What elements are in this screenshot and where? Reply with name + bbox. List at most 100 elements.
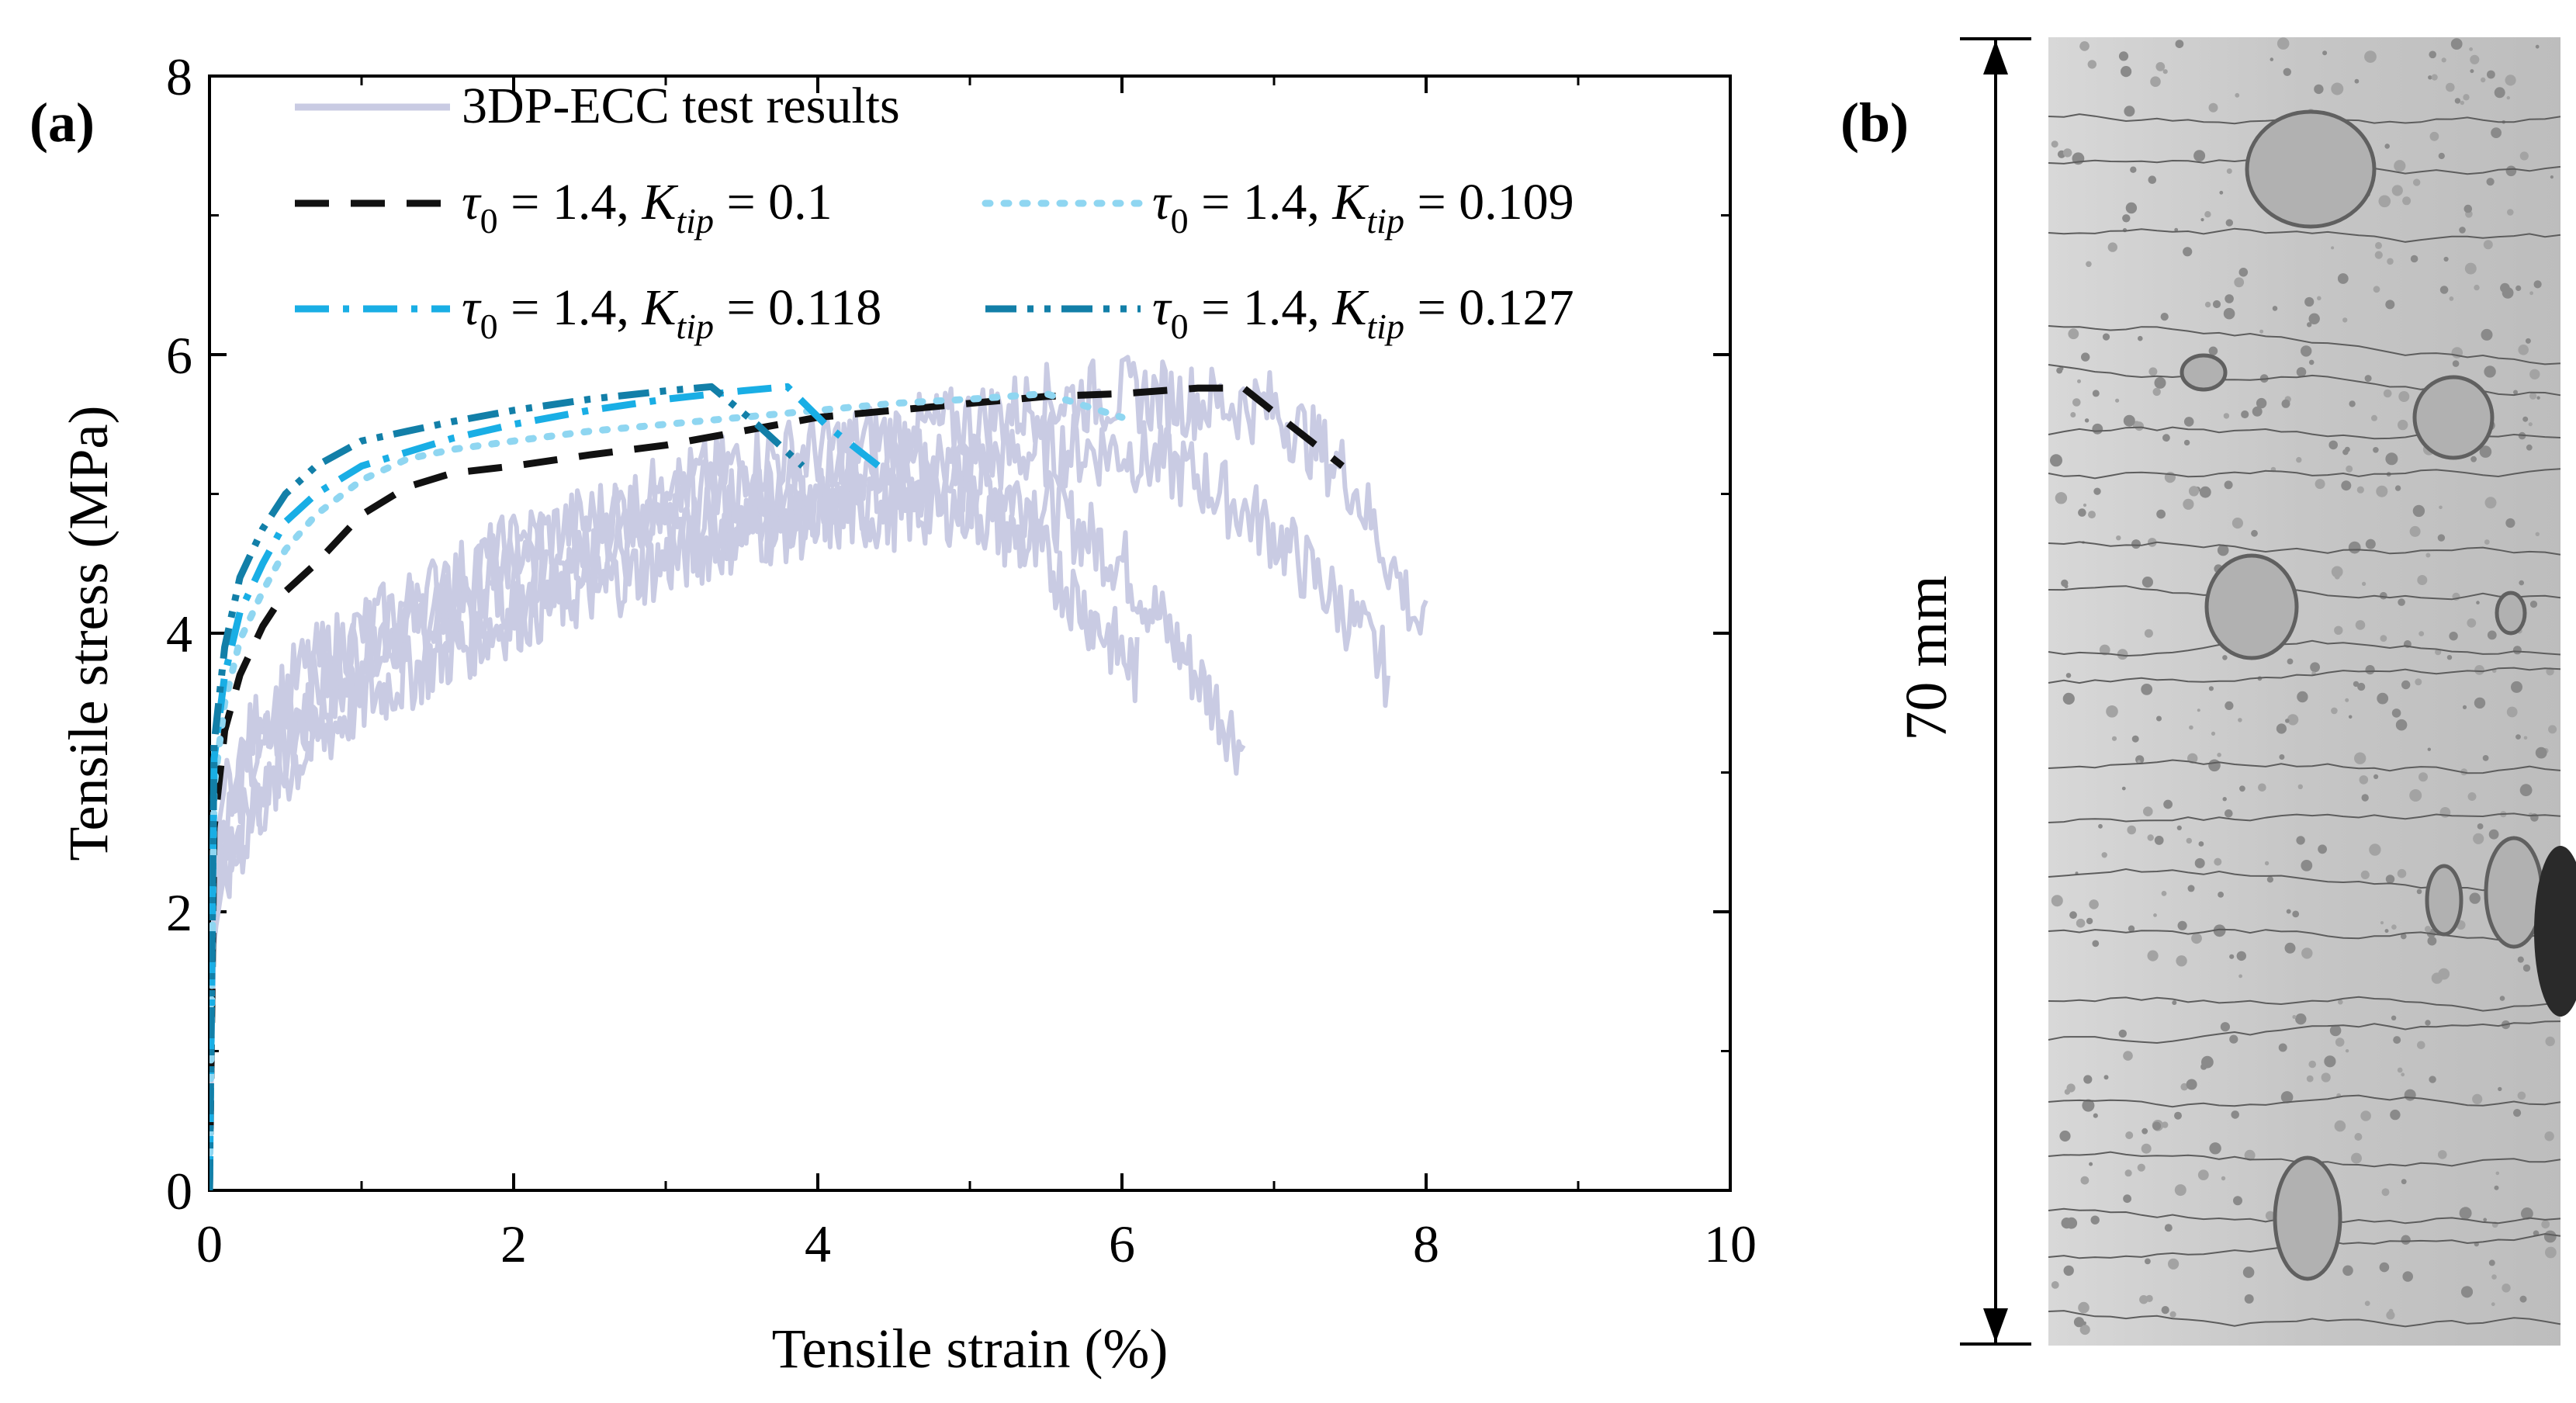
pore <box>2063 148 2072 158</box>
pore <box>2310 662 2321 673</box>
pore <box>2505 74 2516 86</box>
pore <box>2417 575 2428 585</box>
pore <box>2472 1093 2483 1104</box>
pore <box>2174 227 2179 232</box>
pore <box>2507 209 2514 216</box>
pore <box>2404 1089 2416 1101</box>
pore <box>2111 736 2117 741</box>
pore <box>2369 847 2376 854</box>
pore <box>2183 439 2190 446</box>
pore <box>2364 375 2372 383</box>
pore <box>2314 84 2324 95</box>
pore <box>2441 57 2446 63</box>
pore <box>2068 328 2079 340</box>
pore <box>2188 486 2200 497</box>
crack <box>2048 325 2561 365</box>
x-tick-label: 0 <box>196 1214 223 1273</box>
pore <box>2183 247 2193 257</box>
pore <box>2477 823 2484 830</box>
pore <box>2130 166 2137 173</box>
pore <box>2152 387 2161 397</box>
pore <box>2331 566 2343 578</box>
pore <box>2535 44 2540 49</box>
pore <box>2072 398 2081 407</box>
pore <box>2079 41 2090 51</box>
pore <box>2376 485 2388 497</box>
pore <box>2529 291 2534 296</box>
pore <box>2494 1185 2499 1190</box>
pore <box>2541 1220 2550 1229</box>
pore <box>2409 525 2421 537</box>
pore <box>2535 747 2547 759</box>
pore <box>2285 719 2290 723</box>
pore <box>2083 1075 2093 1084</box>
pore <box>2483 1218 2488 1222</box>
pore <box>2131 735 2139 743</box>
pore <box>2488 1259 2495 1266</box>
pore <box>2081 352 2090 362</box>
pore <box>2193 150 2206 162</box>
pore <box>2373 774 2379 780</box>
y-tick-label: 2 <box>166 883 192 942</box>
pore <box>2118 1029 2127 1038</box>
pore <box>2380 635 2387 642</box>
pore <box>2194 857 2205 868</box>
inclusion <box>2180 353 2228 392</box>
panel-label-b: (b) <box>1840 92 1909 154</box>
pore <box>2123 414 2135 427</box>
pore <box>2160 313 2169 321</box>
pore <box>2470 456 2477 462</box>
pore <box>2462 705 2467 710</box>
pore <box>2425 553 2431 558</box>
pore <box>2199 486 2211 498</box>
pore <box>2218 892 2225 898</box>
pore <box>2301 860 2313 871</box>
pore <box>2460 1286 2474 1298</box>
pore <box>2513 1109 2522 1117</box>
pore <box>2186 1079 2197 1090</box>
pore <box>2522 416 2529 422</box>
pore <box>2359 775 2369 785</box>
pore <box>2270 57 2274 61</box>
pore <box>2144 629 2153 638</box>
pore <box>2476 601 2480 605</box>
pore <box>2505 165 2517 177</box>
y-tick-labels: 0 2 4 6 8 <box>166 47 192 1221</box>
pore <box>2449 296 2454 301</box>
specimen-texture <box>2048 37 2576 1335</box>
pore <box>2200 1063 2207 1070</box>
pore <box>2526 444 2533 451</box>
pore <box>2198 841 2204 847</box>
pore <box>2529 601 2538 608</box>
pore <box>2519 580 2524 586</box>
pore <box>2092 940 2100 947</box>
pore <box>2125 1131 2134 1139</box>
pore <box>2307 322 2312 327</box>
pore <box>2297 784 2303 789</box>
pore <box>2438 1150 2447 1159</box>
pore <box>2402 1271 2413 1282</box>
pore <box>2276 723 2287 734</box>
pore <box>2427 936 2437 946</box>
pore <box>2103 1075 2109 1080</box>
pore <box>2082 1321 2086 1325</box>
pore <box>2356 486 2364 494</box>
pore <box>2058 366 2064 371</box>
pore <box>2174 1184 2186 1197</box>
pore <box>2141 1128 2148 1135</box>
pore <box>2099 644 2110 656</box>
pore <box>2106 705 2118 718</box>
pore <box>2280 1091 2294 1103</box>
pore <box>2154 376 2166 389</box>
crack <box>2048 227 2561 243</box>
pore <box>2454 98 2461 104</box>
pore <box>2517 1091 2526 1100</box>
pore <box>2093 1113 2098 1118</box>
dimension-arrow <box>1960 37 2031 1346</box>
pore <box>2525 338 2531 344</box>
pore <box>2118 51 2129 61</box>
pore <box>2145 1258 2151 1265</box>
pore <box>2079 1324 2090 1335</box>
pore <box>2334 1120 2346 1132</box>
pore <box>2150 76 2161 87</box>
